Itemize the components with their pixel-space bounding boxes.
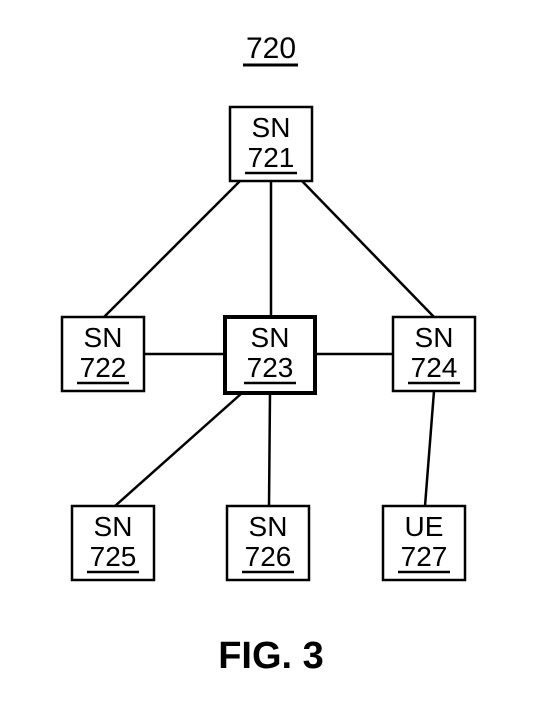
node-label-top: SN (94, 511, 133, 542)
diagram-canvas: SN721SN722SN723SN724SN725SN726UE727720FI… (0, 0, 542, 705)
node-n727: UE727 (383, 506, 465, 580)
node-n722: SN722 (62, 317, 144, 391)
edge (269, 393, 270, 506)
node-label-top: UE (405, 511, 444, 542)
node-label-bot: 722 (80, 352, 127, 383)
node-label-top: SN (415, 322, 454, 353)
node-label-top: SN (252, 112, 291, 143)
node-n721: SN721 (230, 107, 312, 181)
node-label-bot: 721 (248, 142, 295, 173)
figure-number: 720 (246, 32, 296, 65)
node-n726: SN726 (227, 506, 309, 580)
node-label-bot: 727 (401, 541, 448, 572)
node-label-top: SN (84, 322, 123, 353)
node-label-top: SN (251, 322, 290, 353)
node-label-bot: 723 (247, 352, 294, 383)
node-label-bot: 726 (245, 541, 292, 572)
node-n723: SN723 (225, 317, 315, 393)
node-label-bot: 725 (90, 541, 137, 572)
node-n725: SN725 (72, 506, 154, 580)
figure-title: FIG. 3 (218, 635, 324, 677)
node-label-top: SN (249, 511, 288, 542)
node-n724: SN724 (393, 317, 475, 391)
node-label-bot: 724 (411, 352, 458, 383)
